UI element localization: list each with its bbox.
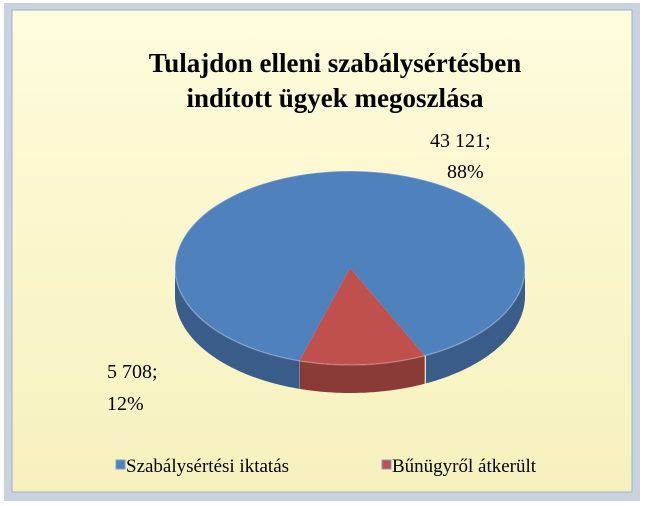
- pie-side: [175, 268, 300, 389]
- value-label: 5 708;: [107, 361, 158, 383]
- legend-swatch: [115, 459, 126, 470]
- pie-slice: [299, 268, 425, 365]
- legend-label: Bűnügyről átkerült: [392, 456, 537, 477]
- chart-title: indított ügyek megoszlása: [187, 83, 485, 113]
- chart-title: Tulajdon elleni szabálysértésben: [149, 48, 522, 78]
- pie-slice: [174, 171, 525, 361]
- legend: Szabálysértési iktatás Bűnügyről átkerült: [115, 456, 537, 477]
- pie-side: [299, 355, 425, 393]
- value-label: 43 121;: [430, 130, 491, 152]
- legend-swatch: [381, 459, 392, 470]
- pie: [174, 170, 526, 393]
- pie-rim: [174, 170, 526, 366]
- percent-label: 88%: [447, 161, 484, 183]
- legend-label: Szabálysértési iktatás: [126, 456, 289, 477]
- pie-side: [425, 268, 525, 384]
- percent-label: 12%: [107, 393, 144, 415]
